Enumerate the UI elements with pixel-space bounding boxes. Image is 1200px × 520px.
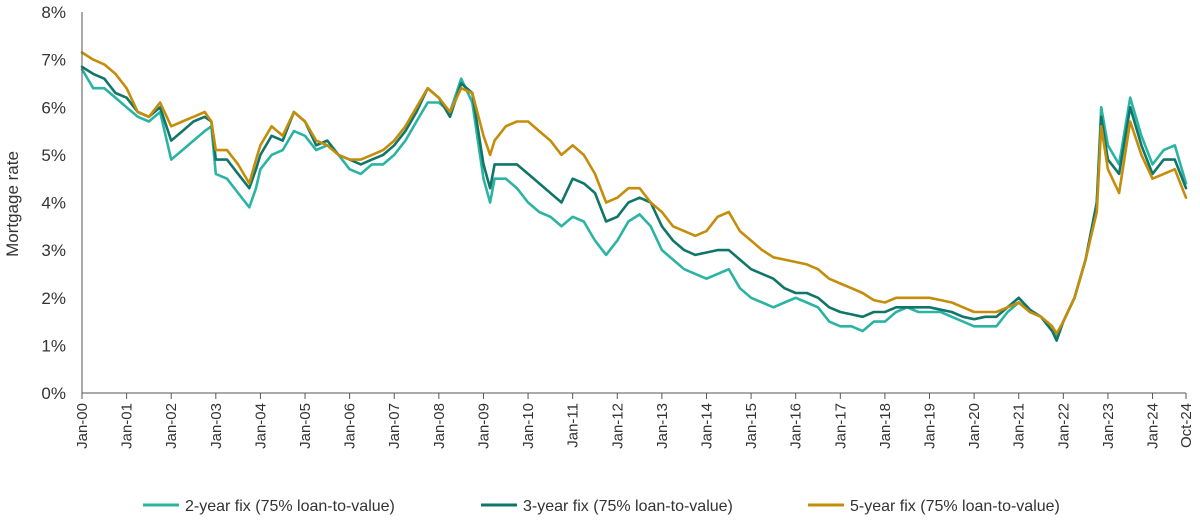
y-tick-label: 0%	[41, 384, 66, 403]
y-axis-title: Mortgage rate	[3, 151, 22, 257]
legend-item: 3-year fix (75% loan-to-value)	[481, 498, 733, 515]
x-tick-label: Jan-09	[475, 403, 492, 449]
x-tick-label: Oct-24	[1178, 403, 1195, 448]
x-tick-label: Jan-10	[520, 403, 537, 449]
y-tick-label: 8%	[41, 3, 66, 22]
x-tick-label: Jan-08	[431, 403, 448, 449]
x-tick-label: Jan-19	[922, 403, 939, 449]
x-tick-label: Jan-04	[252, 403, 269, 449]
y-tick-label: 4%	[41, 194, 66, 213]
x-axis-ticks: Jan-00 Jan-01 Jan-02 Jan-03 Jan-04 Jan-05 Jan-…	[74, 393, 1195, 449]
x-tick-label: Jan-12	[609, 403, 626, 449]
legend-label: 3-year fix (75% loan-to-value)	[523, 498, 733, 515]
x-tick-label: Jan-13	[654, 403, 671, 449]
series-line-3yr	[80, 65, 1188, 342]
x-tick-label: Jan-15	[743, 403, 760, 449]
x-tick-label: Jan-24	[1145, 403, 1162, 449]
x-tick-label: Jan-21	[1011, 403, 1028, 449]
y-tick-label: 3%	[41, 241, 66, 260]
x-tick-label: Jan-05	[297, 403, 314, 449]
y-tick-label: 1%	[41, 336, 66, 355]
x-tick-label: Jan-23	[1100, 403, 1117, 449]
legend-label: 5-year fix (75% loan-to-value)	[850, 498, 1060, 515]
x-tick-label: Jan-03	[208, 403, 225, 449]
y-axis-ticks: 0% 1% 2% 3% 4% 5% 6% 7% 8%	[41, 3, 66, 403]
x-tick-label: Jan-00	[74, 403, 91, 449]
series-line-5yr	[80, 51, 1188, 335]
x-tick-label: Jan-20	[966, 403, 983, 449]
series-lines	[80, 51, 1188, 342]
x-tick-label: Jan-16	[788, 403, 805, 449]
y-tick-label: 7%	[41, 51, 66, 70]
y-tick-label: 5%	[41, 146, 66, 165]
legend-item: 2-year fix (75% loan-to-value)	[143, 498, 395, 515]
y-tick-label: 2%	[41, 289, 66, 308]
x-tick-label: Jan-11	[565, 403, 582, 448]
legend-label: 2-year fix (75% loan-to-value)	[185, 498, 395, 515]
series-line-2yr	[80, 67, 1188, 338]
x-tick-label: Jan-14	[698, 403, 715, 449]
x-tick-label: Jan-07	[386, 403, 403, 449]
x-tick-label: Jan-18	[877, 403, 894, 449]
x-tick-label: Jan-17	[832, 403, 849, 449]
y-tick-label: 6%	[41, 98, 66, 117]
x-tick-label: Jan-22	[1055, 403, 1072, 449]
x-tick-label: Jan-01	[119, 403, 136, 449]
legend-item: 5-year fix (75% loan-to-value)	[808, 498, 1060, 515]
x-tick-label: Jan-06	[342, 403, 359, 449]
legend: 2-year fix (75% loan-to-value) 3-year fix…	[143, 498, 1060, 515]
x-tick-label: Jan-02	[163, 403, 180, 449]
